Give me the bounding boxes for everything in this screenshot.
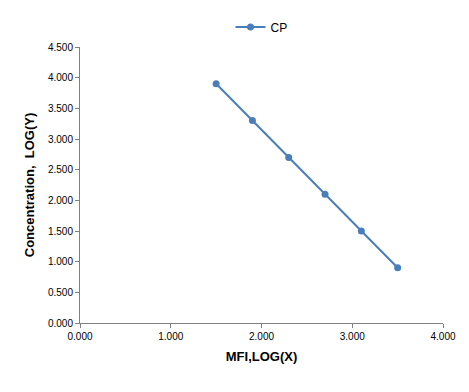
svg-text:4.000: 4.000: [430, 331, 455, 342]
svg-text:1.500: 1.500: [48, 226, 73, 237]
svg-text:2.000: 2.000: [48, 195, 73, 206]
svg-text:Concentration, LOG(Y): Concentration, LOG(Y): [22, 113, 37, 257]
svg-text:3.000: 3.000: [340, 331, 365, 342]
svg-text:3.000: 3.000: [48, 134, 73, 145]
svg-text:MFI,LOG(X): MFI,LOG(X): [226, 349, 298, 364]
svg-text:1.000: 1.000: [48, 256, 73, 267]
svg-text:4.000: 4.000: [48, 72, 73, 83]
svg-text:CP: CP: [271, 21, 288, 35]
svg-text:0.000: 0.000: [48, 318, 73, 329]
svg-text:3.500: 3.500: [48, 103, 73, 114]
svg-text:2.000: 2.000: [249, 331, 274, 342]
svg-text:1.000: 1.000: [158, 331, 183, 342]
svg-text:2.500: 2.500: [48, 164, 73, 175]
svg-text:4.500: 4.500: [48, 42, 73, 53]
svg-text:0.000: 0.000: [67, 331, 92, 342]
svg-text:0.500: 0.500: [48, 287, 73, 298]
